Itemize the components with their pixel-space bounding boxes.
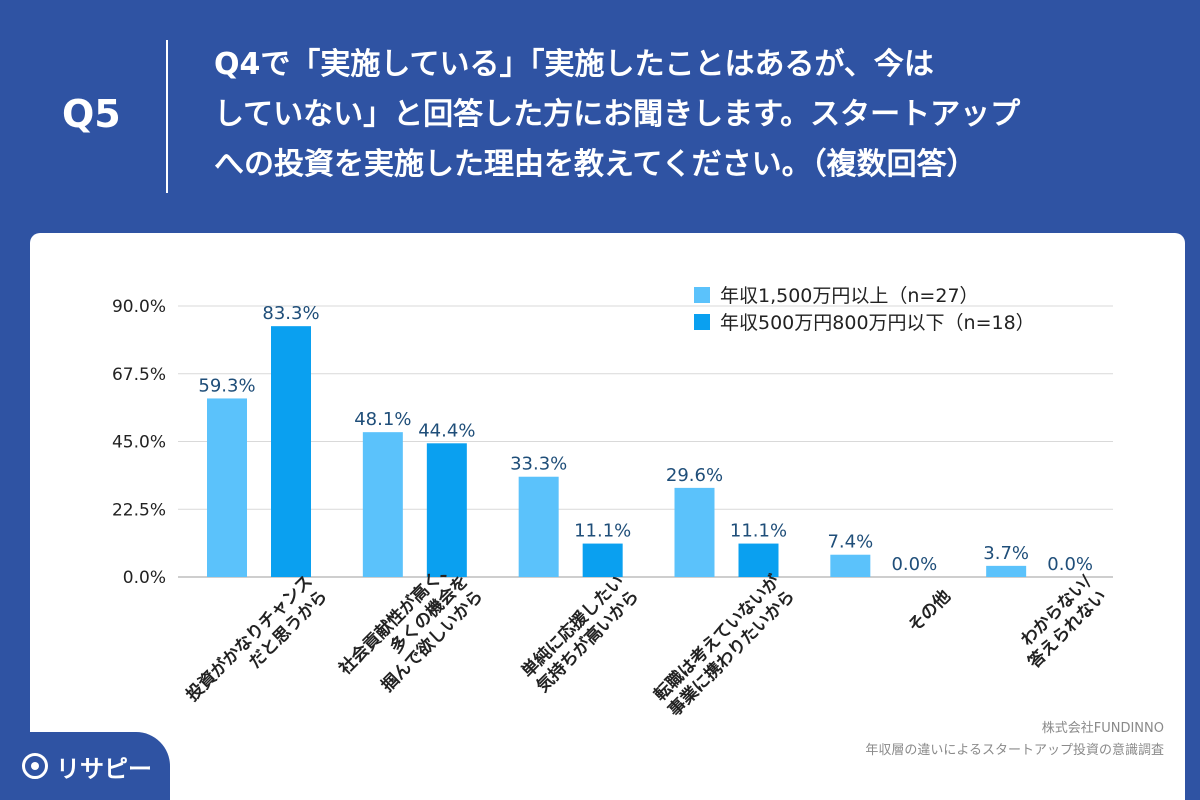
data-label: 33.3% xyxy=(510,454,567,475)
header-divider xyxy=(166,40,168,193)
y-tick-label: 0.0% xyxy=(123,568,166,588)
pin-icon xyxy=(22,753,48,779)
data-label: 59.3% xyxy=(198,375,255,396)
source-note: 株式会社FUNDINNO 年収層の違いによるスタートアップ投資の意識調査 xyxy=(865,718,1164,762)
data-label: 44.4% xyxy=(418,420,475,441)
bar-mid-income xyxy=(271,326,311,577)
y-tick-label: 67.5% xyxy=(112,365,166,385)
category-label-line: 転職は考えていないが xyxy=(650,571,784,705)
bar-high-income xyxy=(986,565,1027,577)
bar-chart: 0.0% 22.5% 45.0% 67.5% 90.0% 59.3% 48.1% 33.3% 2… xyxy=(112,285,1113,721)
bar-high-income xyxy=(830,554,871,577)
source-company: 株式会社FUNDINNO xyxy=(1041,721,1164,736)
data-label: 29.6% xyxy=(666,465,723,486)
bar-mid-income xyxy=(426,443,467,577)
question-header: Q5 Q4で「実施している」「実施したことはあるが、今は していない」と回答した… xyxy=(0,0,1200,225)
data-label: 0.0% xyxy=(891,554,937,575)
question-line: していない」と回答した方にお聞きします。スタートアップ xyxy=(214,97,1021,132)
legend-swatch xyxy=(694,314,710,330)
category-label-line: 事業に携わりたいから xyxy=(664,586,799,721)
bar-high-income xyxy=(674,487,715,577)
bar-mid-income xyxy=(738,543,779,577)
bar-high-income xyxy=(518,476,559,577)
data-label: 83.3% xyxy=(262,303,319,324)
bar-mid-income xyxy=(582,543,623,577)
bar-high-income xyxy=(362,432,403,577)
legend-label: 年収500万円800万円以下（n=18） xyxy=(720,312,1035,334)
y-tick-label: 22.5% xyxy=(112,500,166,520)
question-text: Q4で「実施している」「実施したことはあるが、今は していない」と回答した方にお… xyxy=(214,40,1174,190)
data-label: 7.4% xyxy=(827,532,873,553)
category-label-line: 投資がかなりチャンス xyxy=(182,571,317,706)
question-line: Q4で「実施している」「実施したことはあるが、今は xyxy=(214,47,934,82)
legend-swatch xyxy=(694,287,710,303)
y-tick-label: 90.0% xyxy=(112,297,166,317)
brand-logo: リサピー xyxy=(0,732,170,800)
y-tick-label: 45.0% xyxy=(112,433,166,453)
data-label: 0.0% xyxy=(1047,554,1093,575)
question-number: Q5 xyxy=(62,92,121,136)
category-label-line: その他 xyxy=(904,586,955,637)
chart-panel: 0.0% 22.5% 45.0% 67.5% 90.0% 59.3% 48.1% 33.3% 2… xyxy=(30,233,1185,800)
data-label: 11.1% xyxy=(574,521,631,542)
bar-high-income xyxy=(207,398,247,577)
data-label: 48.1% xyxy=(354,409,411,430)
data-label: 3.7% xyxy=(983,543,1029,564)
question-line: への投資を実施した理由を教えてください。（複数回答） xyxy=(214,147,977,182)
category-label: その他 xyxy=(904,586,955,637)
legend-label: 年収1,500万円以上（n=27） xyxy=(720,285,979,307)
source-survey: 年収層の違いによるスタートアップ投資の意識調査 xyxy=(865,743,1164,758)
category-label: わからない/答えられない xyxy=(1017,571,1110,673)
logo-text: リサピー xyxy=(56,754,152,783)
data-label: 11.1% xyxy=(730,521,787,542)
